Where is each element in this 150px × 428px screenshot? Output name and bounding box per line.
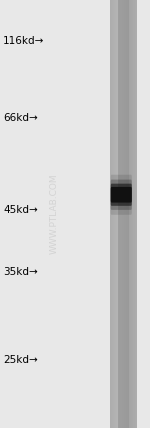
Bar <box>119 0 120 428</box>
Bar <box>117 0 118 428</box>
Bar <box>111 0 112 428</box>
Bar <box>117 0 118 428</box>
Text: 35kd→: 35kd→ <box>3 267 38 277</box>
Bar <box>124 0 125 428</box>
Bar <box>133 0 134 428</box>
Bar <box>116 0 117 428</box>
Bar <box>125 0 126 428</box>
Text: WWW.PTLAB.COM: WWW.PTLAB.COM <box>50 174 58 254</box>
Bar <box>121 0 122 428</box>
FancyBboxPatch shape <box>111 175 132 215</box>
Bar <box>128 0 129 428</box>
Bar <box>114 0 115 428</box>
Bar <box>123 0 124 428</box>
FancyBboxPatch shape <box>111 180 132 210</box>
Text: 116kd→: 116kd→ <box>3 36 44 46</box>
Bar <box>130 0 131 428</box>
Bar <box>136 0 137 428</box>
Bar <box>135 0 136 428</box>
Bar <box>118 0 119 428</box>
Bar <box>121 0 122 428</box>
Bar <box>110 0 111 428</box>
Bar <box>123 0 124 428</box>
Bar <box>115 0 116 428</box>
Bar <box>125 0 126 428</box>
FancyBboxPatch shape <box>111 187 132 202</box>
Bar <box>134 0 135 428</box>
Bar <box>132 0 133 428</box>
Bar <box>122 0 123 428</box>
Bar <box>120 0 121 428</box>
Bar <box>131 0 132 428</box>
Text: 66kd→: 66kd→ <box>3 113 38 123</box>
Bar <box>127 0 128 428</box>
Bar <box>112 0 113 428</box>
Text: 45kd→: 45kd→ <box>3 205 38 215</box>
FancyBboxPatch shape <box>111 184 132 206</box>
Bar <box>126 0 127 428</box>
Bar <box>113 0 114 428</box>
Bar <box>127 0 128 428</box>
Bar <box>129 0 130 428</box>
Text: 25kd→: 25kd→ <box>3 354 38 365</box>
Bar <box>119 0 120 428</box>
